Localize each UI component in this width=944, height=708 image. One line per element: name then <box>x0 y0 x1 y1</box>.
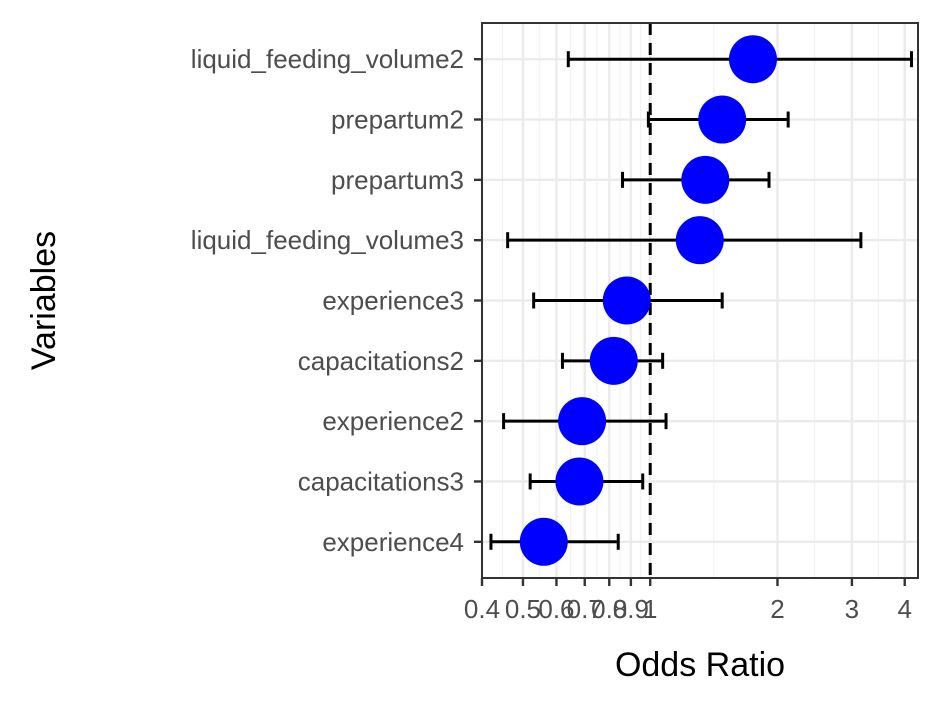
y-tick-label: liquid_feeding_volume2 <box>191 44 464 74</box>
x-tick-label: 4 <box>897 594 911 624</box>
point-experience4 <box>519 517 568 566</box>
y-tick-label: capacitations2 <box>298 346 464 376</box>
odds-ratio-points <box>519 35 777 566</box>
x-tick-label: 0.6 <box>538 594 574 624</box>
point-prepartum3 <box>681 155 730 204</box>
x-tick-label: 1 <box>643 594 657 624</box>
y-tick-label: experience4 <box>322 527 464 557</box>
x-tick-label: 0.7 <box>567 594 603 624</box>
x-axis: 0.4 0.50.60.70.80.91 2 3 4 <box>464 578 912 624</box>
point-capacitations3 <box>555 457 604 506</box>
y-tick-label: capacitations3 <box>298 466 464 496</box>
x-tick-label: 3 <box>845 594 859 624</box>
y-tick-label: prepartum2 <box>331 105 464 135</box>
y-tick-label: experience2 <box>322 406 464 436</box>
x-tick-label: 0.4 <box>464 594 500 624</box>
y-axis-title: Variables <box>25 231 63 370</box>
y-tick-label: experience3 <box>322 286 464 316</box>
point-liquid_feeding_volume3 <box>675 216 724 265</box>
x-tick-label: 0.9 <box>613 594 649 624</box>
point-prepartum2 <box>698 95 747 144</box>
point-experience2 <box>558 397 607 446</box>
x-tick-label: 2 <box>770 594 784 624</box>
y-tick-label: liquid_feeding_volume3 <box>191 225 464 255</box>
x-axis-title: Odds Ratio <box>615 646 785 684</box>
x-tick-label: 0.5 <box>505 594 541 624</box>
point-capacitations2 <box>589 336 638 385</box>
point-experience3 <box>602 276 651 325</box>
y-axis: liquid_feeding_volume2 prepartum2 prepartu… <box>191 44 482 557</box>
x-tick-label: 0.8 <box>591 594 627 624</box>
point-liquid_feeding_volume2 <box>728 35 777 84</box>
y-tick-label: prepartum3 <box>331 165 464 195</box>
